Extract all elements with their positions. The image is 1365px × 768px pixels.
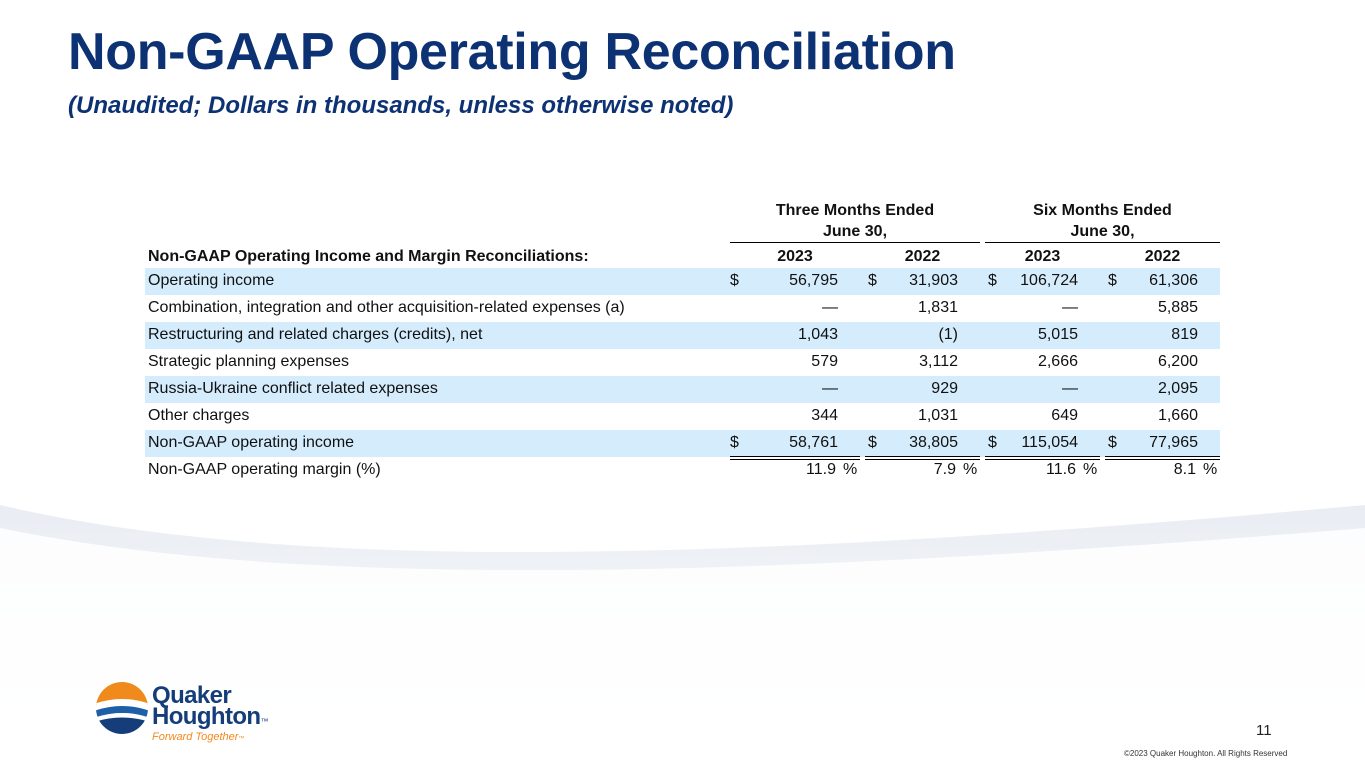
table-body: Operating income $56,795 $31,903 $106,724 $6…: [145, 268, 1220, 484]
currency-symbol: $: [1108, 434, 1117, 451]
table-row: Restructuring and related charges (credi…: [145, 322, 1220, 349]
page-number: 11: [1256, 722, 1272, 739]
cell-value: —: [822, 380, 838, 397]
cell-value: 58,761: [789, 434, 838, 451]
row-label: Non-GAAP operating margin (%): [148, 461, 381, 478]
currency-symbol: $: [1108, 272, 1117, 289]
logo-wordmark-line2: Houghton™: [152, 703, 269, 730]
page-subtitle: (Unaudited; Dollars in thousands, unless…: [68, 92, 734, 119]
percent-symbol: %: [1083, 461, 1098, 478]
cell-value: 5,015: [1037, 326, 1078, 343]
percent-symbol: %: [1203, 461, 1218, 478]
cell-value: (1): [938, 326, 958, 343]
row-label: Other charges: [148, 407, 250, 424]
cell-value: 8.1: [1173, 461, 1196, 478]
cell-value: 344: [811, 407, 838, 424]
percent-symbol: %: [843, 461, 858, 478]
currency-symbol: $: [730, 434, 739, 451]
row-label: Operating income: [148, 272, 275, 289]
cell-value: 56,795: [789, 272, 838, 289]
cell-value: 819: [1171, 326, 1198, 343]
currency-symbol: $: [988, 434, 997, 451]
currency-symbol: $: [868, 434, 877, 451]
table-row: Operating income $56,795 $31,903 $106,724 $6…: [145, 268, 1220, 295]
cell-value: 11.9: [806, 461, 836, 478]
logo-tagline: Forward Together™: [152, 731, 245, 743]
currency-symbol: $: [730, 272, 739, 289]
cell-value: 1,043: [797, 326, 838, 343]
cell-value: 5,885: [1157, 299, 1198, 316]
reconciliation-table: Three Months Ended June 30, Six Months E…: [145, 200, 1220, 484]
table-header-label: Non-GAAP Operating Income and Margin Rec…: [148, 248, 589, 265]
cell-value: 579: [811, 353, 838, 370]
cell-value: 7.9: [933, 461, 956, 478]
period-line2: June 30,: [822, 223, 888, 240]
cell-value: 2,095: [1157, 380, 1198, 397]
cell-value: 38,805: [909, 434, 958, 451]
year-header: 2022: [1144, 248, 1181, 265]
period-line1: Three Months Ended: [775, 202, 935, 219]
cell-value: 2,666: [1037, 353, 1078, 370]
row-label: Restructuring and related charges (credi…: [148, 326, 483, 343]
cell-value: 1,660: [1157, 407, 1198, 424]
cell-value: —: [1062, 380, 1078, 397]
row-label: Non-GAAP operating income: [148, 434, 355, 451]
year-header: 2023: [777, 248, 813, 265]
table-row: Non-GAAP operating margin (%) 11.9% 7.9% 11…: [145, 457, 1220, 484]
cell-value: 6,200: [1157, 353, 1198, 370]
logo-wordmark-line1: Quaker: [152, 682, 232, 709]
table-row: Strategic planning expenses 579 3,112 2,666…: [145, 349, 1220, 376]
copyright-notice: ©2023 Quaker Houghton. All Rights Reserv…: [1124, 749, 1288, 758]
table-header: Three Months Ended June 30, Six Months E…: [145, 200, 1220, 268]
table-row: Non-GAAP operating income $58,761 $38,805 $…: [145, 430, 1220, 457]
cell-value: —: [822, 299, 838, 316]
cell-value: 77,965: [1149, 434, 1198, 451]
page-title: Non-GAAP Operating Reconciliation: [68, 23, 956, 81]
cell-value: 649: [1051, 407, 1078, 424]
year-header: 2023: [1024, 248, 1061, 265]
table-row: Russia-Ukraine conflict related expenses…: [145, 376, 1220, 403]
row-label: Russia-Ukraine conflict related expenses: [148, 380, 438, 397]
cell-value: 929: [931, 380, 958, 397]
cell-value: 1,831: [917, 299, 958, 316]
period-six-months: Six Months Ended June 30,: [985, 200, 1220, 243]
cell-value: 31,903: [909, 272, 958, 289]
table-row: Combination, integration and other acqui…: [145, 295, 1220, 322]
cell-value: 61,306: [1149, 272, 1198, 289]
currency-symbol: $: [868, 272, 877, 289]
cell-value: 3,112: [919, 353, 958, 370]
row-label: Strategic planning expenses: [148, 353, 350, 370]
cell-value: 11.6: [1046, 461, 1076, 478]
year-header: 2022: [904, 248, 941, 265]
period-three-months: Three Months Ended June 30,: [730, 200, 980, 243]
row-label: Combination, integration and other acqui…: [148, 299, 625, 316]
table-row: Other charges 344 1,031 649 1,660: [145, 403, 1220, 430]
cell-value: 115,054: [1021, 434, 1078, 451]
cell-value: 1,031: [917, 407, 958, 424]
currency-symbol: $: [988, 272, 997, 289]
cell-value: 106,724: [1020, 272, 1078, 289]
cell-value: —: [1062, 299, 1078, 316]
period-line1: Six Months Ended: [1033, 202, 1172, 219]
period-line2: June 30,: [1070, 223, 1135, 240]
percent-symbol: %: [963, 461, 978, 478]
quaker-houghton-logo-icon: [96, 682, 148, 734]
